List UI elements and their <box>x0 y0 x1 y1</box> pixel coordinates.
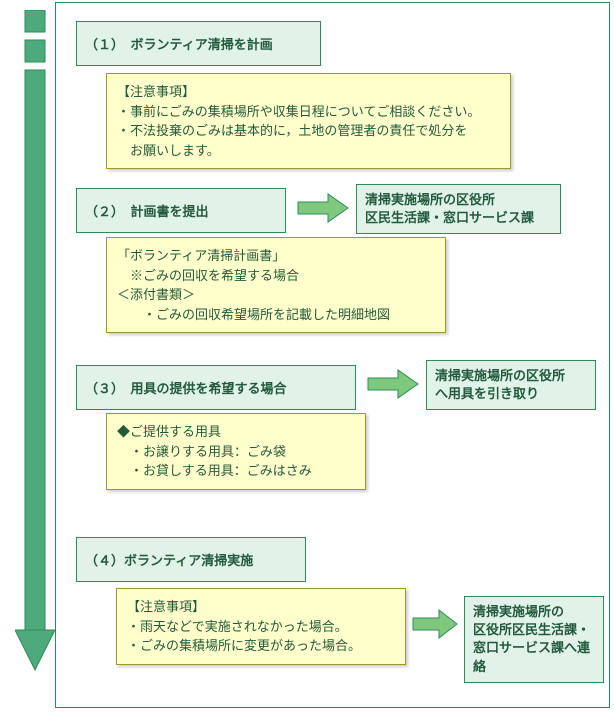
step1-note-line3: お願いします。 <box>117 141 500 161</box>
step3-target-line2: へ用具を引き取り <box>435 385 587 403</box>
step2-note-line3: ＜添付書類＞ <box>117 285 435 305</box>
step4-target-line1: 清掃実施場所の <box>473 603 595 621</box>
step1-box: （１） ボランティア清掃を計画 <box>76 21 321 66</box>
step2-note: 「ボランティア清掃計画書」 ※ごみの回収を希望する場合 ＜添付書類＞ ・ごみの回… <box>106 237 446 333</box>
step4-target-line3: 窓口サービス課へ連絡 <box>473 639 595 675</box>
step2-note-line1: 「ボランティア清掃計画書」 <box>117 246 435 266</box>
step4-title: （４）ボランティア清掃実施 <box>85 553 253 568</box>
step3-arrow-icon <box>366 366 421 402</box>
step3-box: （３） 用具の提供を希望する場合 <box>76 365 356 410</box>
main-flow-arrow <box>15 10 55 700</box>
step1-note-line2: ・不法投棄のごみは基本的に，土地の管理者の責任で処分を <box>117 121 500 141</box>
step4-note: 【注意事項】 ・雨天などで実施されなかった場合。 ・ごみの集積場所に変更があった… <box>116 588 406 665</box>
step3-target-line1: 清掃実施場所の区役所 <box>435 367 587 385</box>
step3-target: 清掃実施場所の区役所 へ用具を引き取り <box>426 360 596 410</box>
step2-title: （２） 計画書を提出 <box>85 204 209 219</box>
step3-note-line1: ◆ご提供する用具 <box>117 422 355 442</box>
step1-note-line1: ・事前にごみの集積場所や収集日程についてご相談ください。 <box>117 102 500 122</box>
step2-arrow-icon <box>296 190 351 226</box>
step4-arrow-icon <box>411 606 461 642</box>
step1-title: （１） ボランティア清掃を計画 <box>85 37 273 52</box>
step2-note-line4: ・ごみの回収希望場所を記載した明細地図 <box>117 305 435 325</box>
step1-note: 【注意事項】 ・事前にごみの集積場所や収集日程についてご相談ください。 ・不法投… <box>106 73 511 169</box>
step2-note-line2: ※ごみの回収を希望する場合 <box>117 266 435 286</box>
step4-target-line2: 区役所区民生活課・ <box>473 621 595 639</box>
step4-note-line1: ・雨天などで実施されなかった場合。 <box>127 617 395 637</box>
step4-box: （４）ボランティア清掃実施 <box>76 537 306 582</box>
step4-note-line2: ・ごみの集積場所に変更があった場合。 <box>127 636 395 656</box>
step3-note-line2: ・お譲りする用具：ごみ袋 <box>117 442 355 462</box>
step2-target: 清掃実施場所の区役所 区民生活課・窓口サービス課 <box>356 184 561 234</box>
step1-note-header: 【注意事項】 <box>117 82 500 102</box>
step3-title: （３） 用具の提供を希望する場合 <box>85 381 287 396</box>
step2-target-line1: 清掃実施場所の区役所 <box>365 191 552 209</box>
flow-container: （１） ボランティア清掃を計画 【注意事項】 ・事前にごみの集積場所や収集日程に… <box>55 2 610 708</box>
step4-note-header: 【注意事項】 <box>127 597 395 617</box>
step4-target: 清掃実施場所の 区役所区民生活課・ 窓口サービス課へ連絡 <box>464 596 604 683</box>
step2-box: （２） 計画書を提出 <box>76 188 286 233</box>
step3-note-line3: ・お貸しする用具：ごみはさみ <box>117 461 355 481</box>
step3-note: ◆ご提供する用具 ・お譲りする用具：ごみ袋 ・お貸しする用具：ごみはさみ <box>106 413 366 490</box>
step2-target-line2: 区民生活課・窓口サービス課 <box>365 209 552 227</box>
